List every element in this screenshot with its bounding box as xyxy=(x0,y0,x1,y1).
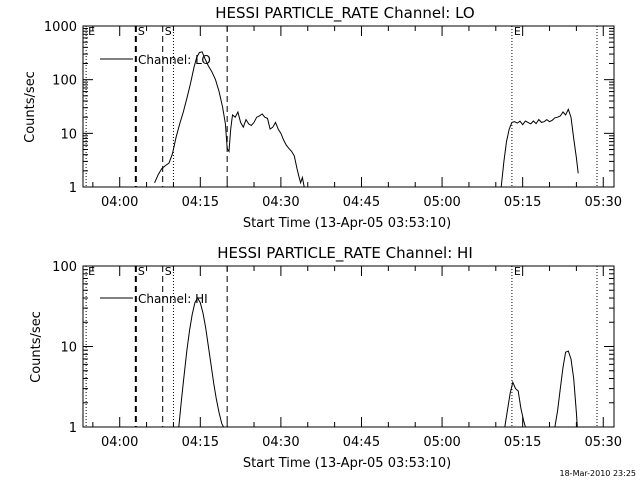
x-tick-label: 04:30 xyxy=(262,195,299,210)
series-line-segment xyxy=(154,51,305,188)
y-tick-label: 100 xyxy=(52,74,77,89)
chart-lo-legend: Channel: LO xyxy=(100,53,211,67)
x-tick-label: 04:15 xyxy=(182,195,219,210)
y-tick-label: 1 xyxy=(69,421,77,436)
event-marker-label: E xyxy=(88,265,95,278)
event-marker-label: E xyxy=(514,25,521,38)
x-tick-label: 04:15 xyxy=(182,435,219,450)
x-tick-label: 05:30 xyxy=(585,195,622,210)
chart-lo-x-ticks: 04:00 04:15 04:30 04:45 05:00 05:15 05:30 xyxy=(92,26,622,210)
event-marker-label: S xyxy=(165,265,172,278)
series-line-segment xyxy=(500,107,579,188)
chart-hi-series xyxy=(178,296,578,428)
event-marker-label: E xyxy=(514,265,521,278)
x-tick-label: 04:00 xyxy=(101,435,138,450)
chart-lo-legend-label: Channel: LO xyxy=(138,53,211,67)
chart-lo-panel: HESSI PARTICLE_RATE Channel: LO 1 10 100 10… xyxy=(23,4,622,231)
chart-lo-ylabel: Counts/sec xyxy=(23,71,38,143)
chart-hi-panel: HESSI PARTICLE_RATE Channel: HI 1 10 100 0… xyxy=(29,244,622,471)
chart-lo-plot-frame xyxy=(82,25,615,188)
chart-hi-title: HESSI PARTICLE_RATE Channel: HI xyxy=(217,244,473,263)
chart-hi-ylabel: Counts/sec xyxy=(29,311,44,383)
x-tick-label: 05:00 xyxy=(423,195,460,210)
chart-hi-x-ticks: 04:00 04:15 04:30 04:45 05:00 05:15 05:30 xyxy=(92,266,622,450)
x-tick-label: 04:30 xyxy=(262,435,299,450)
event-marker-label: S xyxy=(138,25,145,38)
y-tick-label: 1000 xyxy=(44,20,77,35)
y-tick-label: 1 xyxy=(69,181,77,196)
chart-hi-y-ticks: 1 10 100 xyxy=(52,260,614,436)
x-tick-label: 04:00 xyxy=(101,195,138,210)
event-marker-label: E xyxy=(88,25,95,38)
series-line-segment xyxy=(178,296,225,428)
x-tick-label: 05:30 xyxy=(585,435,622,450)
x-tick-label: 04:45 xyxy=(343,435,380,450)
footer-timestamp: 18-Mar-2010 23:25 xyxy=(560,469,637,478)
x-tick-label: 05:15 xyxy=(504,435,541,450)
x-tick-label: 05:15 xyxy=(504,195,541,210)
chart-lo-xlabel: Start Time (13-Apr-05 03:53:10) xyxy=(243,216,451,231)
chart-hi-xlabel: Start Time (13-Apr-05 03:53:10) xyxy=(243,456,451,471)
chart-hi-legend: Channel: HI xyxy=(100,292,208,306)
y-tick-label: 100 xyxy=(52,260,77,275)
series-line-segment xyxy=(504,380,526,428)
chart-lo-y-ticks: 1 10 100 1000 xyxy=(44,20,614,196)
y-tick-label: 10 xyxy=(60,127,77,142)
chart-lo-title: HESSI PARTICLE_RATE Channel: LO xyxy=(215,4,474,23)
event-marker-label: S xyxy=(138,265,145,278)
chart-hi-legend-label: Channel: HI xyxy=(138,292,208,306)
y-tick-label: 10 xyxy=(60,341,77,356)
x-tick-label: 04:45 xyxy=(343,195,380,210)
event-marker-label: S xyxy=(165,25,172,38)
x-tick-label: 05:00 xyxy=(423,435,460,450)
series-line-segment xyxy=(554,350,578,428)
chart-lo-series xyxy=(154,51,579,188)
